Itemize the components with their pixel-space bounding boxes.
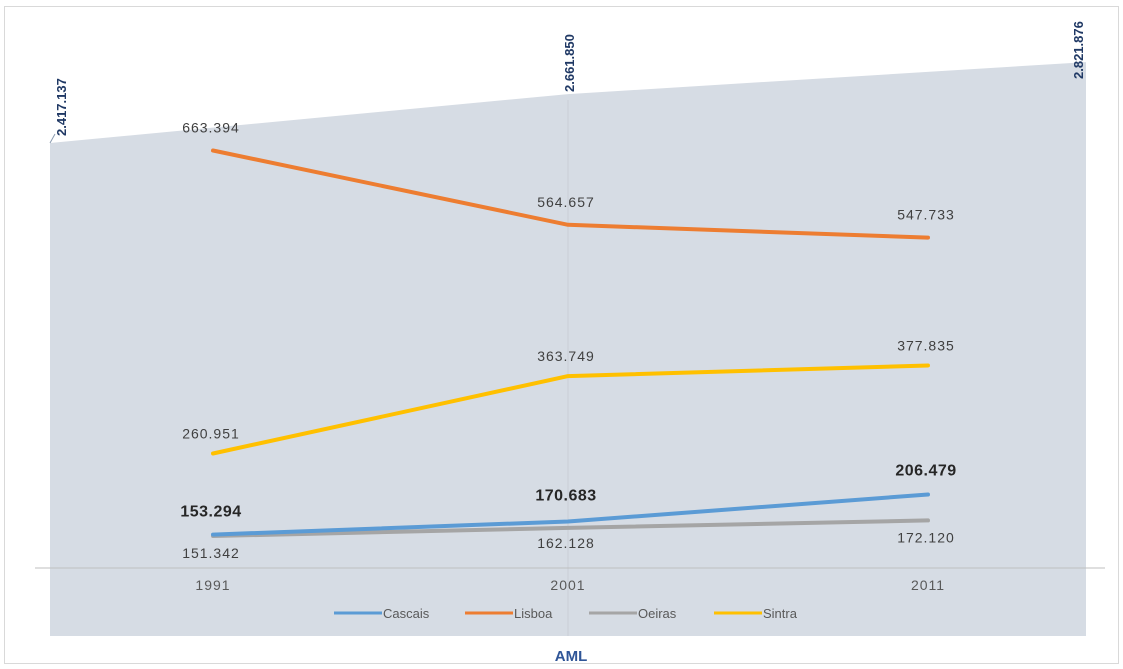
- data-label-sintra-2011: 377.835: [897, 338, 955, 354]
- series-line-sintra: [211, 363, 930, 456]
- aml-label-1991: 2.417.137: [54, 78, 69, 136]
- legend-label-sintra: Sintra: [763, 606, 798, 621]
- data-label-sintra-1991: 260.951: [182, 426, 240, 442]
- aml-label-2001: 2.661.850: [562, 34, 577, 92]
- legend-label-oeiras: Oeiras: [638, 606, 677, 621]
- data-label-cascais-1991: 153.294: [180, 504, 241, 521]
- series-line-lisboa: [211, 148, 930, 240]
- chart-frame: [4, 6, 1119, 664]
- aml-label-2011: 2.821.876: [1071, 21, 1086, 79]
- data-label-lisboa-2001: 564.657: [537, 194, 595, 210]
- data-label-cascais-2011: 206.479: [895, 463, 956, 480]
- x-tick-labels: 1991 2001 2011: [195, 577, 945, 593]
- aml-area-layer: [49, 62, 1086, 637]
- aml-leader-1991: [49, 133, 56, 144]
- data-label-oeiras-2001: 162.128: [537, 535, 595, 551]
- legend-label-cascais: Cascais: [383, 606, 430, 621]
- x-tick-2011: 2011: [911, 577, 945, 593]
- data-label-cascais-2001: 170.683: [535, 488, 596, 505]
- data-label-oeiras-1991: 151.342: [182, 545, 240, 561]
- x-axis-title: AML: [555, 648, 588, 665]
- data-labels: 153.294 170.683 206.479 663.394 564.657 547.7…: [180, 120, 956, 562]
- data-label-lisboa-2011: 547.733: [897, 207, 955, 223]
- data-label-sintra-2001: 363.749: [537, 348, 595, 364]
- data-label-oeiras-2011: 172.120: [897, 529, 955, 545]
- legend-label-lisboa: Lisboa: [514, 606, 553, 621]
- legend: Cascais Lisboa Oeiras Sintra: [334, 606, 798, 621]
- x-tick-2001: 2001: [550, 577, 585, 593]
- series-line-cascais: [211, 492, 930, 537]
- aml-labels: 2.417.137 2.661.850 2.821.876: [54, 21, 1086, 136]
- series-line-oeiras: [211, 518, 930, 538]
- data-label-lisboa-1991: 663.394: [182, 120, 240, 136]
- x-tick-1991: 1991: [195, 577, 230, 593]
- series-lines: [211, 148, 930, 538]
